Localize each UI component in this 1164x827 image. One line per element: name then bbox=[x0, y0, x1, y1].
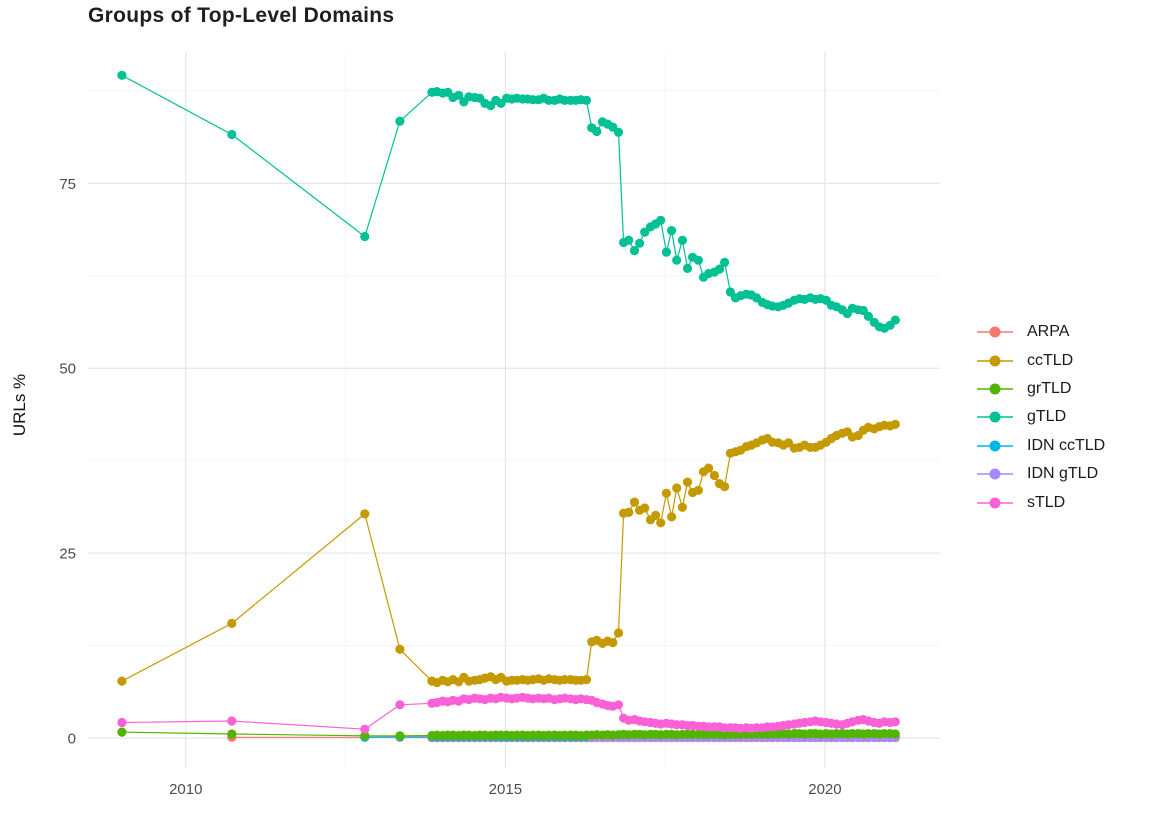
data-point bbox=[613, 700, 624, 710]
legend-key-icon bbox=[977, 355, 1013, 367]
legend-key-dot bbox=[989, 411, 1001, 423]
legend-item-idn-cctld: IDN ccTLD bbox=[976, 432, 1105, 460]
chart-title: Groups of Top-Level Domains bbox=[88, 4, 395, 27]
data-point bbox=[360, 509, 370, 519]
data-point bbox=[720, 257, 730, 267]
data-point bbox=[227, 618, 237, 629]
data-point bbox=[682, 477, 693, 487]
data-point bbox=[890, 315, 900, 325]
data-point bbox=[661, 488, 672, 498]
data-point bbox=[360, 731, 370, 741]
data-point bbox=[227, 716, 237, 726]
data-point bbox=[709, 470, 720, 481]
legend-label: ccTLD bbox=[1027, 351, 1074, 369]
x-tick-label: 2015 bbox=[489, 781, 522, 798]
data-point bbox=[682, 263, 693, 273]
data-point bbox=[117, 717, 127, 728]
data-point bbox=[395, 116, 405, 126]
data-point bbox=[714, 264, 725, 274]
data-point bbox=[624, 235, 634, 245]
data-point bbox=[117, 70, 127, 80]
data-point bbox=[677, 235, 688, 245]
legend-key-icon bbox=[977, 497, 1013, 509]
data-point bbox=[656, 518, 666, 528]
legend-key-dot bbox=[989, 383, 1001, 395]
data-point bbox=[227, 129, 237, 140]
data-point bbox=[890, 717, 900, 727]
data-point bbox=[629, 246, 640, 256]
data-point bbox=[640, 503, 650, 513]
data-point bbox=[890, 729, 900, 739]
legend-key-icon bbox=[977, 383, 1013, 395]
data-point bbox=[890, 419, 900, 429]
data-point bbox=[635, 238, 645, 248]
data-point bbox=[704, 463, 714, 473]
legend-label: grTLD bbox=[1027, 379, 1072, 397]
legend-label: gTLD bbox=[1027, 408, 1067, 426]
legend-item-arpa: ARPA bbox=[976, 318, 1105, 346]
x-tick-label: 2010 bbox=[169, 781, 202, 798]
series-points-grtld bbox=[117, 727, 900, 741]
data-point bbox=[651, 510, 661, 520]
data-point bbox=[667, 226, 677, 236]
data-point bbox=[581, 675, 592, 685]
data-point bbox=[667, 512, 677, 522]
legend-key-dot bbox=[989, 468, 1001, 480]
data-point bbox=[360, 724, 370, 734]
legend-item-idn-gtld: IDN gTLD bbox=[976, 460, 1105, 488]
data-point bbox=[395, 700, 405, 710]
data-point bbox=[592, 126, 602, 137]
data-point bbox=[720, 482, 730, 492]
data-point bbox=[117, 676, 127, 686]
data-point bbox=[629, 497, 640, 507]
legend-label: sTLD bbox=[1027, 493, 1066, 511]
series-points-cctld bbox=[117, 419, 900, 688]
y-tick-label: 0 bbox=[68, 731, 76, 748]
legend-label: IDN ccTLD bbox=[1027, 436, 1106, 454]
series-points-gtld bbox=[117, 70, 900, 333]
legend-label: ARPA bbox=[1027, 323, 1070, 341]
data-point bbox=[672, 483, 682, 493]
legend-key-dot bbox=[989, 440, 1001, 452]
legend-key-icon bbox=[977, 326, 1013, 338]
legend-key-dot bbox=[989, 326, 1001, 338]
x-tick-label: 2020 bbox=[808, 781, 841, 798]
legend-item-cctld: ccTLD bbox=[976, 346, 1105, 374]
legend-key-icon bbox=[977, 468, 1013, 480]
legend-key-dot bbox=[989, 497, 1001, 509]
data-point bbox=[672, 255, 682, 265]
legend-key-dot bbox=[989, 355, 1001, 367]
data-point bbox=[454, 90, 464, 100]
data-point bbox=[581, 95, 592, 105]
data-point bbox=[360, 231, 370, 242]
legend-key-icon bbox=[977, 411, 1013, 423]
data-point bbox=[661, 247, 672, 257]
data-point bbox=[624, 507, 634, 517]
legend-item-grtld: grTLD bbox=[976, 375, 1105, 403]
legend: ARPA ccTLD grTLD gTLD IDN ccTLD IDN gTLD sTLD bbox=[976, 318, 1105, 517]
data-point bbox=[395, 644, 405, 654]
y-tick-label: 75 bbox=[59, 176, 76, 193]
y-tick-label: 25 bbox=[59, 546, 76, 563]
series-line-gtld bbox=[121, 74, 896, 329]
data-point bbox=[608, 638, 618, 648]
data-point bbox=[693, 485, 704, 495]
series-points-stld bbox=[117, 692, 900, 734]
legend-key-icon bbox=[977, 440, 1013, 452]
data-point bbox=[613, 628, 624, 638]
data-point bbox=[227, 729, 237, 739]
data-point bbox=[656, 215, 666, 225]
legend-label: IDN gTLD bbox=[1027, 465, 1099, 483]
data-point bbox=[395, 731, 405, 741]
data-point bbox=[677, 502, 688, 512]
data-point bbox=[613, 127, 624, 137]
data-point bbox=[693, 255, 704, 265]
legend-item-gtld: gTLD bbox=[976, 403, 1105, 431]
y-tick-label: 50 bbox=[59, 361, 76, 378]
legend-item-stld: sTLD bbox=[976, 488, 1105, 516]
data-point bbox=[863, 311, 874, 321]
data-point bbox=[117, 727, 127, 737]
